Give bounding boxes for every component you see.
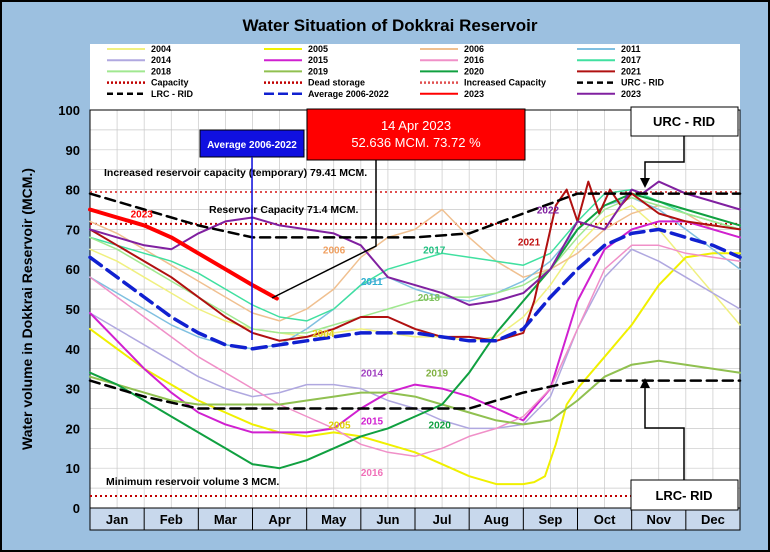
series-line (89, 220, 741, 434)
series-labels: 2023 2006 2017 2011 2018 2004 2014 2019 2015 2005… (131, 205, 560, 479)
month-label: May (321, 512, 347, 527)
month-label: Mar (214, 512, 237, 527)
legend-label: LRC - RID (151, 89, 193, 99)
y-axis-label: Water volume in Dokkrai Reservoir (MCM.) (19, 168, 35, 450)
legend-label: Average 2006-2022 (308, 89, 389, 99)
legend-label: 2015 (308, 55, 328, 65)
series-label: 2014 (361, 369, 384, 380)
legend-label: URC - RID (621, 78, 664, 88)
legend-label: 2023 (464, 89, 484, 99)
legend-label: 2005 (308, 44, 328, 54)
legend-label: 2006 (464, 44, 484, 54)
legend-label: Dead storage (308, 78, 365, 88)
series-label: 2019 (426, 369, 449, 380)
series-line (89, 252, 741, 486)
series-label: 2004 (312, 329, 335, 340)
date-callout-date: 14 Apr 2023 (381, 118, 451, 133)
series-label: 2018 (418, 293, 441, 304)
series-label: 2005 (328, 420, 351, 431)
y-tick-label: 30 (66, 382, 80, 397)
y-tick-label: 60 (66, 262, 80, 277)
legend-label: 2018 (151, 66, 171, 76)
month-label: Jan (106, 512, 128, 527)
capacity-annotation: Reservoir Capacity 71.4 MCM. (209, 204, 358, 216)
month-label: Nov (646, 512, 671, 527)
legend-label: Increased Capacity (464, 78, 546, 88)
series-label: 2015 (361, 416, 384, 427)
legend-label: 2016 (464, 55, 484, 65)
legend: 2004 2005 2006 2011 2014 2015 2016 2017 2018 2019… (107, 44, 664, 99)
month-label: Jul (433, 512, 452, 527)
month-label: Dec (701, 512, 725, 527)
legend-label: 2021 (621, 66, 641, 76)
month-label: Feb (160, 512, 183, 527)
series-label: 2016 (361, 468, 384, 479)
series-line (88, 379, 742, 410)
legend-label: Capacity (151, 78, 189, 88)
legend-label: 2011 (621, 44, 641, 54)
legend-label: 2020 (464, 66, 484, 76)
series-label: 2011 (361, 277, 383, 288)
urc-callout-box (630, 106, 739, 137)
series-line (89, 204, 741, 342)
series-line (88, 207, 279, 301)
urc-arrow-head (640, 178, 650, 188)
y-tick-label: 0 (73, 501, 80, 516)
increased-capacity-annotation: Increased reservoir capacity (temporary)… (104, 167, 367, 179)
average-callout-box (199, 129, 305, 158)
legend-label: 2023 (621, 89, 641, 99)
legend-background (90, 44, 740, 110)
series-label: 2022 (537, 205, 560, 216)
series-label: 2017 (423, 245, 446, 256)
series-line (89, 204, 741, 322)
legend-label: 2014 (151, 55, 171, 65)
y-tick-label: 80 (66, 183, 80, 198)
series-label: 2006 (323, 245, 346, 256)
minimum-annotation: Minimum reservoir volume 3 MCM. (106, 476, 279, 488)
y-tick-label: 20 (66, 421, 80, 436)
legend-label: 2017 (621, 55, 641, 65)
lrc-callout-pointer (644, 386, 685, 480)
month-label: Aug (484, 512, 509, 527)
series-line (88, 192, 742, 239)
y-tick-label: 70 (66, 222, 80, 237)
series-label: 2023 (131, 209, 154, 220)
series-label: 2021 (518, 237, 541, 248)
series-label: 2020 (429, 420, 452, 431)
y-tick-label: 40 (66, 342, 80, 357)
series-line (88, 227, 742, 351)
lrc-arrow-head (640, 378, 650, 388)
date-callout-pointer (271, 160, 377, 299)
urc-callout-text: URC - RID (653, 114, 715, 129)
average-callout-text: Average 2006-2022 (207, 140, 297, 151)
month-label: Jun (376, 512, 399, 527)
chart-title: Water Situation of Dokkrai Reservoir (242, 16, 537, 35)
date-callout-box (306, 108, 526, 161)
month-label: Sep (538, 512, 562, 527)
y-tick-label: 50 (66, 302, 80, 317)
series-line (89, 244, 741, 458)
legend-label: 2004 (151, 44, 171, 54)
month-label: Apr (268, 512, 290, 527)
date-callout-value: 52.636 MCM. 73.72 % (351, 135, 481, 150)
x-axis-months: Jan Feb Mar Apr May Jun Jul Aug Sep Oct Nov Dec (89, 507, 741, 531)
y-tick-label: 100 (58, 103, 80, 118)
month-label: Oct (594, 512, 616, 527)
series-lines (88, 180, 742, 486)
y-tick-label: 90 (66, 143, 80, 158)
y-tick-label: 10 (66, 461, 80, 476)
series-line (89, 359, 741, 426)
legend-label: 2019 (308, 66, 328, 76)
lrc-callout-text: LRC- RID (655, 488, 712, 503)
urc-callout-pointer (644, 136, 685, 182)
y-axis-ticks: 0 10 20 30 40 50 60 70 80 90 100 (58, 103, 80, 516)
